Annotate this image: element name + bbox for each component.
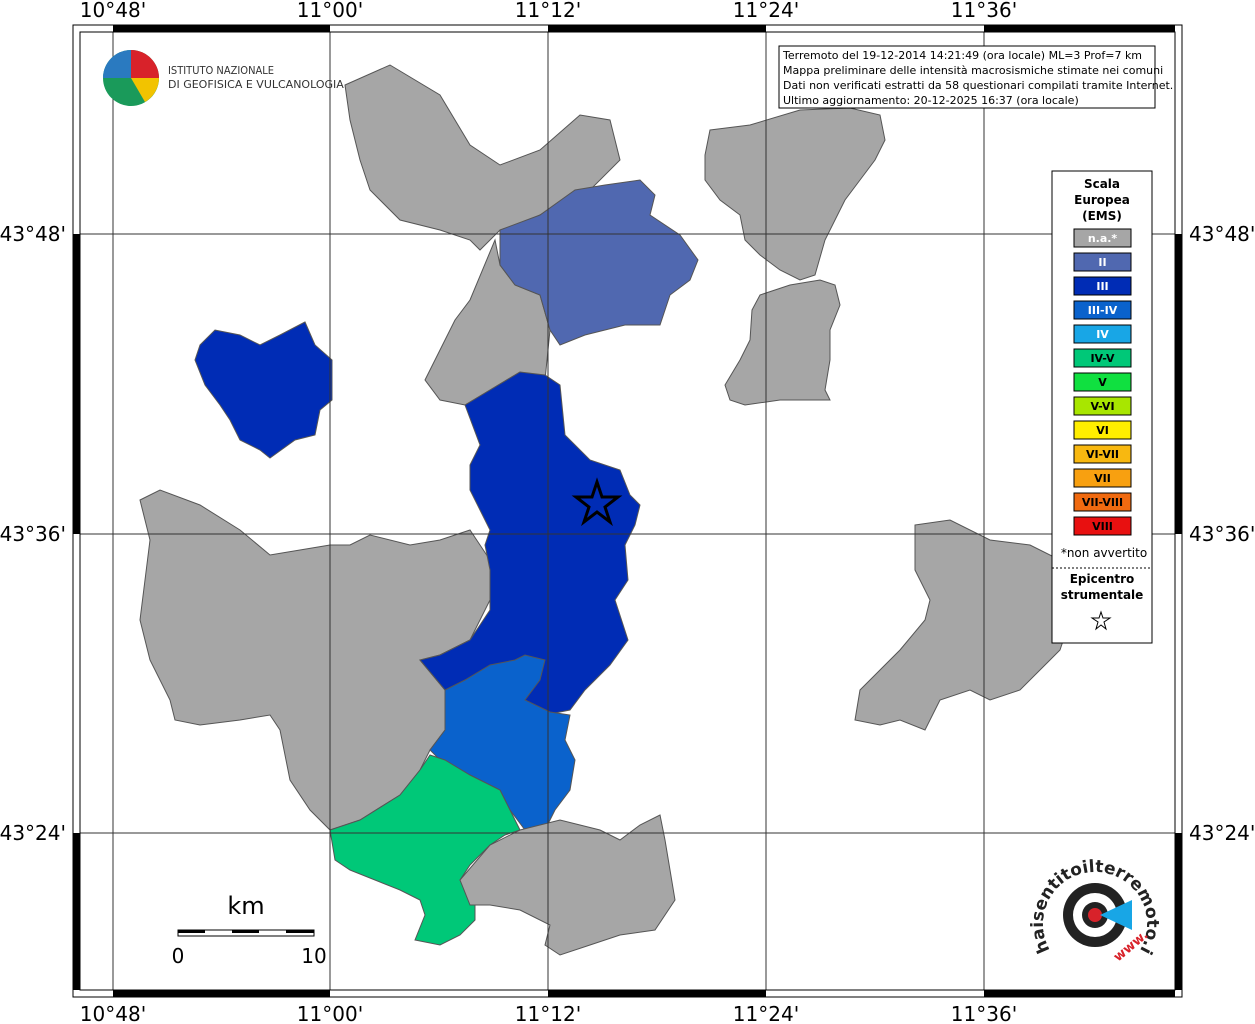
epicenter-star — [571, 477, 623, 527]
legend-swatch — [1073, 324, 1132, 344]
legend-label: V — [1098, 376, 1107, 389]
scale-bar: km 0 10 — [172, 892, 327, 968]
lon-label: 11°24' — [733, 1002, 799, 1024]
lat-label: 43°48' — [0, 222, 66, 246]
lon-label: 11°36' — [951, 1002, 1017, 1024]
municipality — [459, 814, 676, 956]
frame-ticks — [73, 25, 1182, 997]
ingv-logo: ISTITUTO NAZIONALE DI GEOFISICA E VULCAN… — [103, 50, 344, 106]
lat-label: 43°24' — [0, 821, 66, 845]
legend-star — [1090, 610, 1112, 631]
logo-segment — [131, 78, 159, 102]
frame-segment — [1175, 234, 1182, 534]
municipality — [704, 107, 886, 281]
logo-text: ISTITUTO NAZIONALE — [168, 64, 274, 77]
municipality — [499, 179, 699, 346]
info-line: Terremoto del 19-12-2014 14:21:49 (ora l… — [782, 49, 1142, 62]
legend-swatch — [1073, 300, 1132, 320]
legend-label: VII-VIII — [1082, 496, 1123, 509]
legend: Scala Europea (EMS) *non avvertito Epice… — [1051, 170, 1153, 644]
legend-swatch — [1073, 468, 1132, 488]
legend-epicenter: strumentale — [1061, 588, 1144, 602]
info-line: Dati non verificati estratti da 58 quest… — [783, 79, 1173, 92]
frame — [72, 24, 1183, 998]
legend-swatch — [1073, 252, 1132, 272]
scale-segment — [286, 930, 314, 933]
info-line: Mappa preliminare delle intensità macros… — [783, 64, 1163, 77]
lat-label: 43°36' — [1189, 522, 1255, 546]
legend-label: VIII — [1092, 520, 1113, 533]
legend-swatch — [1073, 276, 1132, 296]
frame-segment — [113, 990, 330, 997]
frame-segment — [548, 990, 766, 997]
frame-segment — [73, 234, 80, 534]
logo-segment — [131, 50, 159, 78]
lat-label: 43°36' — [0, 522, 66, 546]
lat-label: 43°24' — [1189, 821, 1255, 845]
lat-label: 43°48' — [1189, 222, 1255, 246]
lon-label: 11°12' — [515, 0, 581, 22]
frame-segment — [984, 990, 1175, 997]
municipality — [419, 371, 641, 721]
legend-swatch — [1073, 492, 1132, 512]
legend-epicenter: Epicentro — [1070, 572, 1135, 586]
legend-note: *non avvertito — [1061, 546, 1147, 560]
logo-text: DI GEOFISICA E VULCANOLOGIA — [168, 78, 344, 91]
legend-label: IV — [1096, 328, 1109, 341]
legend-swatch — [1073, 396, 1132, 416]
lon-label: 10°48' — [80, 0, 146, 22]
legend-swatch — [1073, 516, 1132, 536]
frame-segment — [548, 25, 766, 32]
legend-label: III — [1096, 280, 1108, 293]
legend-swatch — [1073, 348, 1132, 368]
logo-segment — [103, 50, 131, 78]
lon-label: 11°00' — [297, 1002, 363, 1024]
municipality — [724, 279, 841, 406]
info-box: Terremoto del 19-12-2014 14:21:49 (ora l… — [778, 45, 1173, 109]
legend-label: n.a.* — [1088, 232, 1118, 245]
frame-segment — [73, 833, 80, 990]
scale-label: 0 — [172, 944, 185, 968]
scale-unit: km — [227, 892, 264, 920]
legend-label: II — [1098, 256, 1106, 269]
scale-segment — [232, 930, 259, 933]
lon-label: 11°24' — [733, 0, 799, 22]
municipality — [329, 754, 521, 946]
legend-swatch — [1073, 372, 1132, 392]
municipality — [194, 321, 333, 459]
legend-label: VI — [1096, 424, 1109, 437]
frame-segment — [1175, 833, 1182, 990]
info-line: Ultimo aggiornamento: 20-12-2025 16:37 (… — [783, 94, 1079, 107]
frame-segment — [113, 25, 330, 32]
legend-label: VI-VII — [1086, 448, 1119, 461]
legend-label: III-IV — [1088, 304, 1118, 317]
info-frame — [778, 45, 1156, 109]
logo-core — [1088, 908, 1102, 922]
logo-speaker — [1100, 900, 1132, 930]
legend-title: Scala — [1084, 177, 1120, 191]
legend-swatch — [1073, 444, 1132, 464]
graticule — [80, 32, 1175, 990]
legend-label: V-VI — [1090, 400, 1114, 413]
legend-swatch — [1073, 420, 1132, 440]
regions — [139, 64, 1081, 956]
scale-segment — [178, 930, 205, 933]
frame-segment — [984, 25, 1175, 32]
legend-title: Europea — [1074, 193, 1130, 207]
legend-title: (EMS) — [1082, 209, 1122, 223]
lon-label: 10°48' — [80, 1002, 146, 1024]
lon-label: 11°36' — [951, 0, 1017, 22]
legend-label: VII — [1094, 472, 1111, 485]
legend-swatch — [1073, 228, 1132, 248]
scale-label: 10 — [301, 944, 326, 968]
lon-label: 11°12' — [515, 1002, 581, 1024]
legend-label: IV-V — [1090, 352, 1115, 365]
lon-label: 11°00' — [297, 0, 363, 22]
